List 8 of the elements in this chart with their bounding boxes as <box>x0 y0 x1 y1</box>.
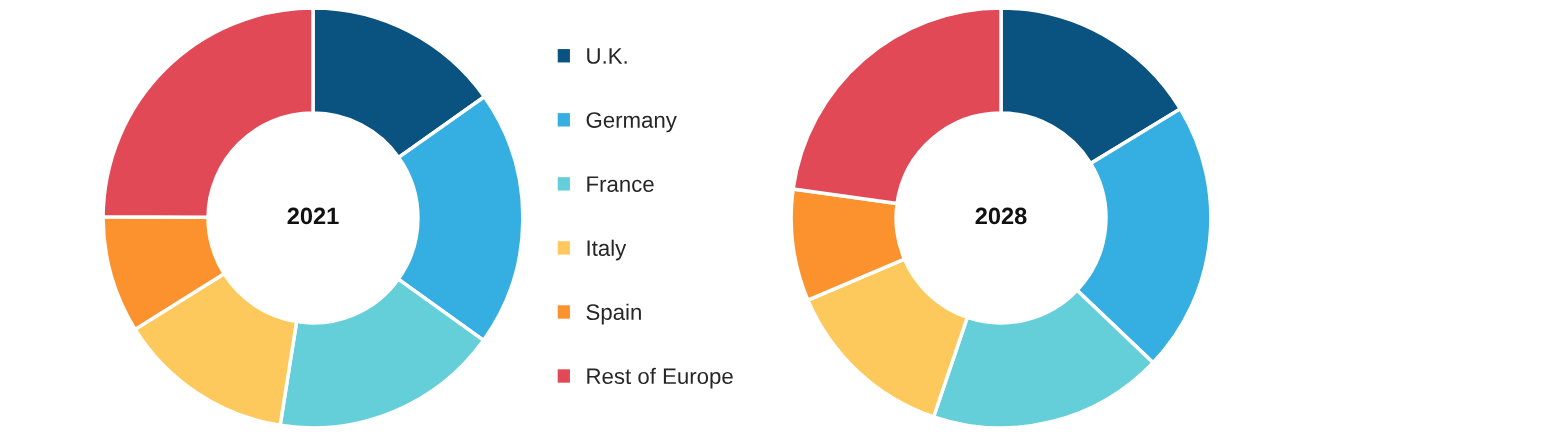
legend-label: Rest of Europe <box>587 367 733 389</box>
text: 2021 <box>287 207 339 225</box>
legend-label: Italy <box>587 239 627 261</box>
legend-label: U.K. <box>587 48 627 64</box>
legend-label: Spain <box>586 303 641 325</box>
legend-label: Germany <box>586 112 677 133</box>
text: 2028 <box>975 207 1027 225</box>
legend-label: France <box>587 176 654 192</box>
